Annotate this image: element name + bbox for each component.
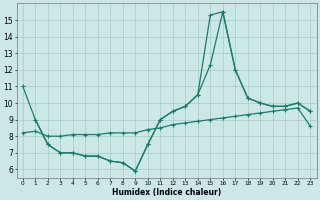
X-axis label: Humidex (Indice chaleur): Humidex (Indice chaleur) [112,188,221,197]
